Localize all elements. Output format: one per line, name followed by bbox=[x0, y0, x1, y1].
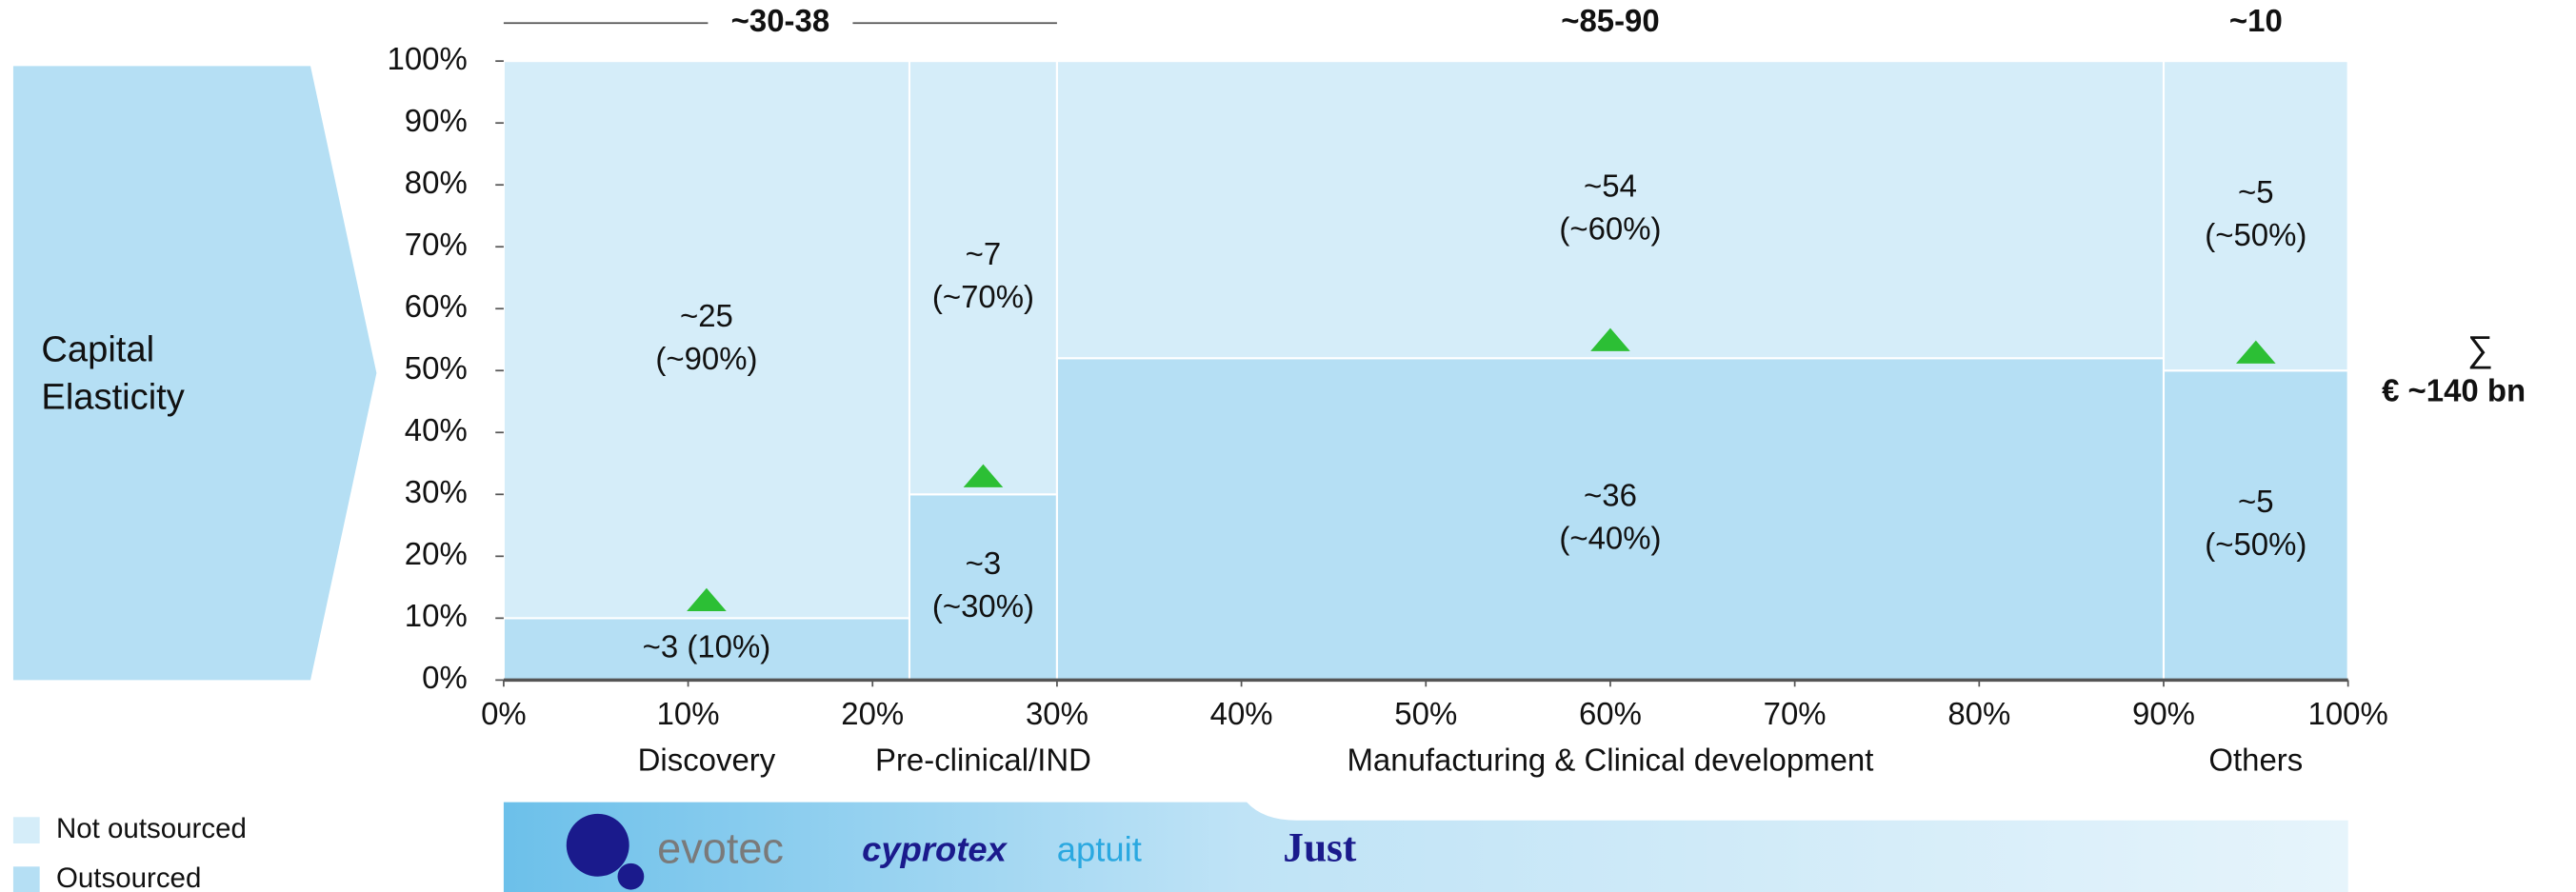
logo: aptuit bbox=[1057, 829, 1142, 868]
total-value: € ~140 bn bbox=[2382, 372, 2526, 407]
y-tick-label: 0% bbox=[422, 660, 468, 695]
segment-label: ~36 bbox=[1584, 477, 1637, 512]
x-tick-label: 90% bbox=[2132, 696, 2195, 731]
legend-label: Outsourced bbox=[56, 862, 201, 892]
logo: Just bbox=[1283, 825, 1357, 871]
segment-label: (~40%) bbox=[1559, 521, 1661, 556]
x-category-label: Discovery bbox=[638, 743, 776, 778]
x-tick-label: 100% bbox=[2308, 696, 2388, 731]
segment-label: ~3 (10%) bbox=[643, 629, 771, 664]
logo-icon bbox=[566, 813, 629, 877]
segment-label: (~50%) bbox=[2205, 217, 2306, 252]
logo: evotec bbox=[657, 824, 784, 873]
segment-label: (~60%) bbox=[1559, 210, 1661, 246]
y-tick-label: 20% bbox=[405, 536, 468, 571]
segment-label: (~50%) bbox=[2205, 526, 2306, 562]
side-arrow bbox=[12, 66, 377, 681]
segment-label: ~3 bbox=[966, 545, 1002, 581]
segment-label: ~54 bbox=[1584, 168, 1637, 203]
x-tick-label: 30% bbox=[1026, 696, 1088, 731]
logo: cyprotex bbox=[862, 829, 1008, 868]
y-tick-label: 70% bbox=[405, 227, 468, 262]
y-tick-label: 50% bbox=[405, 350, 468, 386]
x-tick-label: 80% bbox=[1947, 696, 2010, 731]
growth-marker bbox=[1590, 327, 1630, 351]
segment-label: (~90%) bbox=[655, 341, 757, 376]
segment bbox=[1055, 357, 2166, 682]
segment-label: ~25 bbox=[680, 298, 733, 333]
segment-label: ~5 bbox=[2238, 174, 2274, 209]
group-label: ~85-90 bbox=[1561, 3, 1659, 38]
y-tick-label: 60% bbox=[405, 288, 468, 324]
segment-label: (~30%) bbox=[932, 588, 1034, 624]
x-category-label: Others bbox=[2208, 743, 2303, 778]
x-category-label: Manufacturing & Clinical development bbox=[1347, 743, 1873, 778]
x-tick-label: 50% bbox=[1394, 696, 1457, 731]
segment bbox=[1055, 60, 2166, 360]
side-label: Elasticity bbox=[41, 377, 184, 418]
y-tick-label: 40% bbox=[405, 412, 468, 447]
x-tick-label: 70% bbox=[1764, 696, 1827, 731]
y-tick-label: 80% bbox=[405, 165, 468, 200]
growth-marker bbox=[963, 464, 1004, 487]
y-tick-label: 90% bbox=[405, 103, 468, 138]
legend-swatch bbox=[12, 866, 40, 892]
x-tick-label: 60% bbox=[1579, 696, 1642, 731]
segment bbox=[908, 60, 1058, 496]
legend-label: Not outsourced bbox=[56, 813, 247, 844]
segment bbox=[502, 60, 911, 620]
x-tick-label: 10% bbox=[657, 696, 720, 731]
segment bbox=[2162, 60, 2349, 372]
group-label: ~30-38 bbox=[731, 3, 829, 38]
x-tick-label: 0% bbox=[481, 696, 527, 731]
growth-marker bbox=[687, 587, 727, 611]
logo-band bbox=[503, 802, 2348, 892]
y-tick-label: 100% bbox=[388, 41, 468, 76]
x-category-label: Pre-clinical/IND bbox=[875, 743, 1091, 778]
segment-label: ~7 bbox=[966, 236, 1002, 271]
segment-label: ~5 bbox=[2238, 484, 2274, 519]
group-label: ~10 bbox=[2229, 3, 2283, 38]
segment bbox=[2162, 369, 2349, 682]
x-tick-label: 40% bbox=[1210, 696, 1273, 731]
total-symbol: ∑ bbox=[2467, 328, 2493, 369]
y-tick-label: 30% bbox=[405, 474, 468, 509]
growth-marker bbox=[2236, 340, 2276, 364]
x-tick-label: 20% bbox=[841, 696, 904, 731]
legend-swatch bbox=[12, 817, 40, 844]
segment bbox=[908, 493, 1058, 682]
y-tick-label: 10% bbox=[405, 598, 468, 633]
segment-label: (~70%) bbox=[932, 279, 1034, 314]
side-label: Capital bbox=[41, 328, 154, 369]
logo-icon bbox=[617, 862, 645, 890]
